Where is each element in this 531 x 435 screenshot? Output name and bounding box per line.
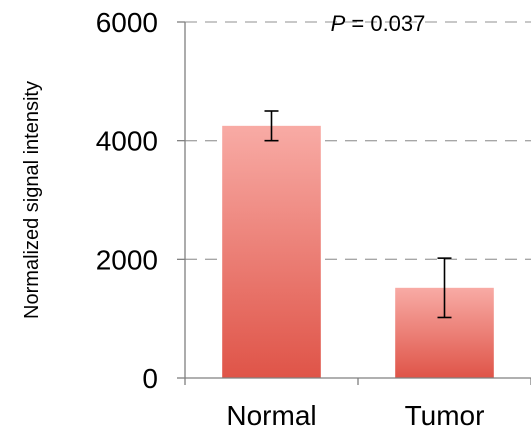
p-value-symbol: P	[331, 11, 346, 36]
x-category-labels: Normal Tumor	[226, 400, 484, 431]
y-tick-label: 6000	[96, 7, 158, 38]
y-tick-labels: 0 2000 4000 6000	[96, 7, 158, 394]
axes	[177, 21, 531, 385]
y-tick-label: 0	[142, 363, 158, 394]
bars	[222, 125, 494, 378]
error-bars	[264, 110, 452, 319]
y-axis-label: Normalized signal intensity	[21, 81, 43, 319]
p-value-annotation: P = 0.037	[331, 11, 426, 36]
gridlines	[185, 21, 531, 260]
bar	[222, 125, 321, 378]
x-category-label: Normal	[226, 400, 316, 431]
x-category-label: Tumor	[405, 400, 485, 431]
y-tick-label: 4000	[96, 126, 158, 157]
y-tick-label: 2000	[96, 244, 158, 275]
p-value-text: = 0.037	[345, 11, 425, 36]
